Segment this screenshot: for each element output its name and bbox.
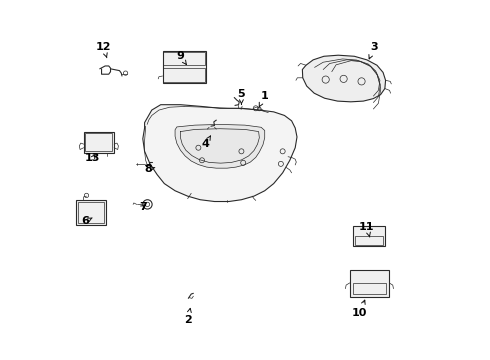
Text: 2: 2 [184, 309, 192, 325]
Polygon shape [84, 132, 114, 153]
Text: 13: 13 [85, 153, 100, 163]
Polygon shape [143, 105, 297, 202]
Bar [163, 68, 205, 82]
Text: 1: 1 [259, 91, 269, 107]
Text: 5: 5 [238, 89, 245, 104]
Text: 3: 3 [369, 42, 378, 59]
Text: 8: 8 [144, 164, 155, 174]
Text: 12: 12 [96, 42, 111, 58]
Text: 9: 9 [176, 51, 186, 64]
Bar [163, 51, 205, 83]
Bar [350, 270, 389, 297]
Bar [353, 226, 385, 246]
Text: 7: 7 [139, 202, 147, 212]
Bar [355, 235, 383, 244]
Text: 6: 6 [81, 216, 92, 226]
Bar [76, 201, 106, 225]
Polygon shape [175, 125, 265, 168]
Bar [85, 134, 112, 151]
Text: 11: 11 [359, 222, 375, 237]
Text: 10: 10 [352, 300, 368, 318]
Bar [163, 52, 205, 65]
Bar [78, 202, 104, 223]
Bar [353, 283, 386, 294]
Polygon shape [302, 55, 386, 102]
Text: 4: 4 [201, 136, 210, 149]
